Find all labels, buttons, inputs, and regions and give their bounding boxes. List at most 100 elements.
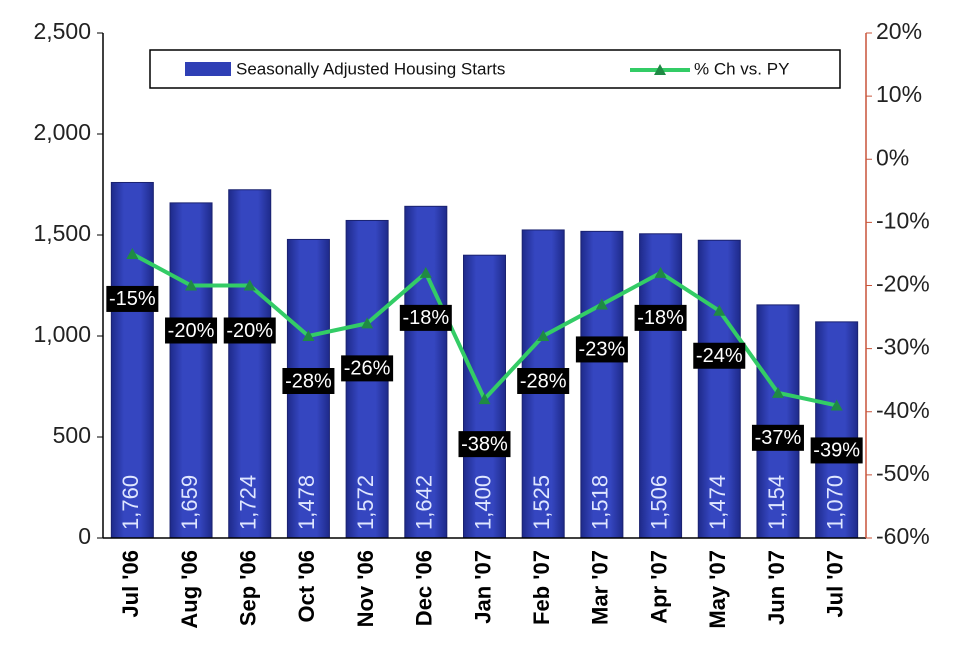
- line-value-label: -39%: [810, 437, 863, 464]
- x-tick-label: Jul '07: [822, 550, 847, 618]
- y2-tick-label: -20%: [876, 271, 930, 297]
- x-tick-label: Apr '07: [646, 550, 671, 624]
- y2-tick-label: -40%: [876, 397, 930, 423]
- label-box: [282, 368, 335, 394]
- x-tick-label: Jul '06: [118, 550, 143, 618]
- line-value-label: -26%: [341, 355, 394, 382]
- label-box: [693, 342, 746, 369]
- line-value-label: -20%: [223, 317, 276, 344]
- legend-swatch: [185, 62, 231, 76]
- y2-tick-label: 10%: [876, 81, 922, 107]
- y-tick-label: 1,500: [33, 220, 91, 246]
- bar-value-label: 1,642: [412, 475, 437, 530]
- line-value-text: -26%: [344, 358, 391, 380]
- bar-value-label: 1,478: [294, 475, 319, 530]
- x-tick-label: Feb '07: [529, 550, 554, 625]
- line-value-label: -24%: [693, 342, 746, 369]
- y-tick-label: 500: [53, 422, 91, 448]
- bar: [169, 202, 213, 539]
- bar-value-label: 1,506: [646, 475, 671, 530]
- x-tick-label: Dec '06: [412, 550, 437, 626]
- y2-tick-label: 0%: [876, 144, 909, 170]
- line-value-text: -37%: [755, 427, 802, 449]
- y2-tick-label: -60%: [876, 523, 930, 549]
- line-value-text: -20%: [168, 320, 215, 342]
- line-value-text: -38%: [461, 433, 508, 455]
- x-tick-label: Aug '06: [177, 550, 202, 629]
- line-value-label: -20%: [165, 317, 218, 344]
- bar-value-label: 1,154: [764, 475, 789, 530]
- x-tick-label: Nov '06: [353, 550, 378, 627]
- line-value-text: -28%: [520, 370, 567, 392]
- line-marker: [830, 399, 843, 411]
- y-tick-label: 2,000: [33, 119, 91, 145]
- line-value-label: -15%: [106, 285, 159, 312]
- y-tick-label: 2,500: [33, 18, 91, 44]
- line-marker: [713, 304, 726, 316]
- bar: [756, 304, 800, 539]
- label-box: [634, 304, 687, 331]
- y-tick-label: 1,000: [33, 321, 91, 347]
- bar: [639, 233, 683, 539]
- line-value-label: -18%: [399, 304, 452, 331]
- line-marker: [361, 317, 374, 329]
- line-marker: [185, 279, 198, 291]
- y-tick-label: 0: [78, 523, 91, 549]
- x-tick-label: Oct '06: [294, 550, 319, 623]
- y2-tick-label: -10%: [876, 207, 930, 233]
- line-value-label: -23%: [575, 336, 628, 363]
- bar-value-label: 1,572: [353, 475, 378, 530]
- y2-tick-label: -50%: [876, 460, 930, 486]
- label-box: [517, 368, 570, 394]
- line-value-text: -24%: [696, 345, 743, 367]
- label-box: [106, 285, 159, 312]
- bar: [697, 239, 741, 539]
- line-value-label: -18%: [634, 304, 687, 331]
- bar: [228, 189, 272, 539]
- line-value-text: -23%: [579, 339, 626, 361]
- line-marker: [654, 266, 667, 278]
- line-marker: [302, 330, 315, 341]
- x-tick-label: Mar '07: [588, 550, 613, 625]
- legend-label: Seasonally Adjusted Housing Starts: [236, 59, 505, 78]
- bar-value-label: 1,400: [470, 475, 495, 530]
- line-value-text: -20%: [226, 320, 273, 342]
- line-marker: [419, 266, 432, 278]
- label-box: [575, 336, 628, 363]
- line-marker: [478, 393, 491, 405]
- bar-value-label: 1,070: [822, 475, 847, 530]
- line-value-text: -18%: [637, 307, 684, 329]
- line-marker: [537, 330, 550, 341]
- y2-tick-label: 20%: [876, 18, 922, 44]
- x-tick-label: Jan '07: [470, 550, 495, 624]
- bar: [110, 181, 154, 539]
- legend-label: % Ch vs. PY: [694, 59, 789, 78]
- y2-tick-label: -30%: [876, 334, 930, 360]
- line-value-label: -28%: [517, 368, 570, 394]
- line-value-label: -28%: [282, 368, 335, 394]
- line-marker: [771, 386, 784, 398]
- bar-value-label: 1,525: [529, 475, 554, 530]
- label-box: [751, 424, 804, 451]
- line-marker: [126, 247, 139, 259]
- line-marker: [243, 279, 256, 291]
- label-box: [399, 304, 452, 331]
- line-value-text: -28%: [285, 370, 332, 392]
- label-box: [165, 317, 218, 344]
- bar-value-label: 1,474: [705, 475, 730, 530]
- bar-value-label: 1,659: [177, 475, 202, 530]
- legend-box: [149, 49, 841, 89]
- label-box: [458, 431, 511, 458]
- line-value-text: -18%: [402, 307, 449, 329]
- line-value-label: -38%: [458, 431, 511, 458]
- label-box: [341, 355, 394, 382]
- bar-value-label: 1,724: [236, 475, 261, 530]
- line-value-label: -37%: [751, 424, 804, 451]
- x-tick-label: Sep '06: [236, 550, 261, 626]
- x-tick-label: May '07: [705, 550, 730, 629]
- x-tick-label: Jun '07: [764, 550, 789, 625]
- bar-value-label: 1,760: [118, 475, 143, 530]
- bar: [404, 205, 448, 539]
- label-box: [810, 437, 863, 464]
